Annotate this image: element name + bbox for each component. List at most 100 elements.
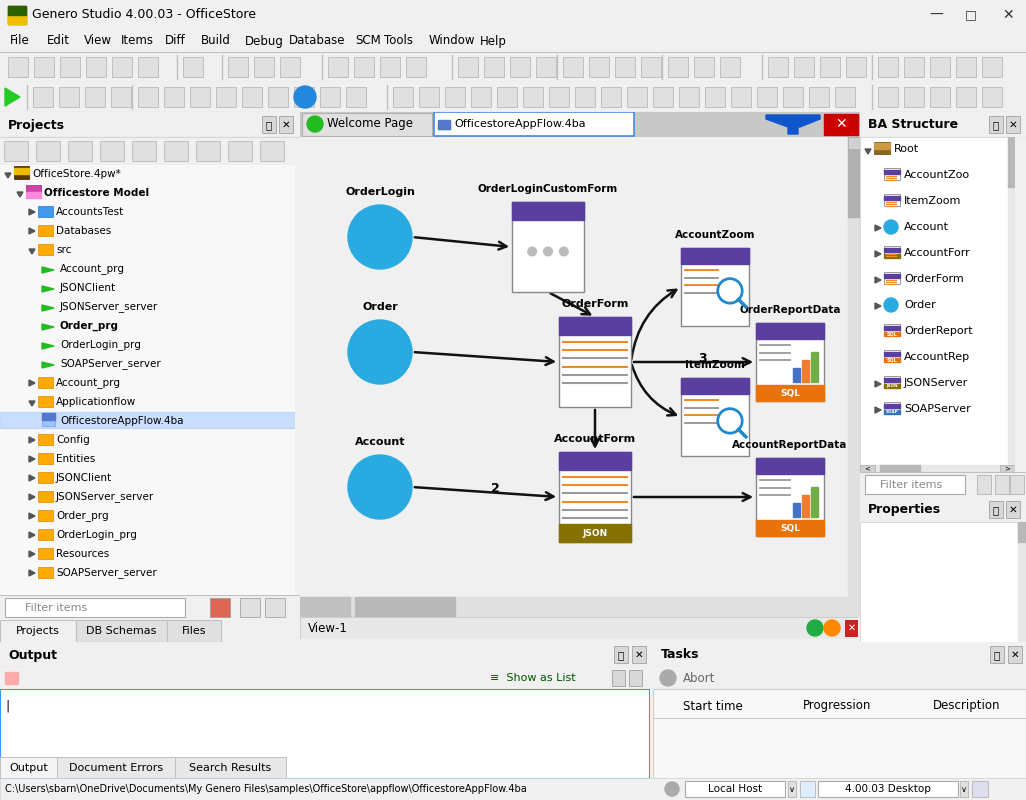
- Bar: [1007, 501, 1020, 518]
- Bar: [559, 524, 631, 542]
- Bar: [294, 87, 314, 107]
- Bar: [904, 87, 924, 107]
- Bar: [972, 781, 988, 797]
- Bar: [884, 326, 900, 330]
- Text: ✕: ✕: [635, 650, 643, 660]
- Bar: [884, 246, 900, 258]
- Bar: [575, 87, 595, 107]
- Text: ⧉: ⧉: [993, 505, 999, 515]
- Bar: [930, 87, 950, 107]
- Bar: [68, 141, 92, 161]
- Polygon shape: [5, 173, 11, 178]
- Text: ItemZoom: ItemZoom: [685, 360, 745, 370]
- Bar: [14, 166, 29, 179]
- Text: src: src: [56, 245, 72, 255]
- Bar: [681, 248, 749, 264]
- Bar: [793, 368, 800, 382]
- Bar: [262, 116, 276, 133]
- Bar: [438, 125, 450, 129]
- Text: SOAPServer: SOAPServer: [904, 404, 971, 414]
- Text: Document Errors: Document Errors: [69, 763, 163, 773]
- Text: Debug: Debug: [245, 34, 284, 47]
- Text: Order: Order: [904, 300, 936, 310]
- Bar: [210, 598, 230, 617]
- Text: OrderLoginCustomForm: OrderLoginCustomForm: [478, 184, 618, 194]
- Bar: [865, 475, 965, 494]
- Bar: [164, 87, 184, 107]
- Text: SOAPServer_server: SOAPServer_server: [56, 567, 157, 578]
- Bar: [38, 244, 53, 255]
- Text: Files: Files: [182, 626, 206, 636]
- Bar: [849, 137, 860, 617]
- Bar: [240, 598, 260, 617]
- Circle shape: [307, 116, 323, 132]
- Text: Order_prg: Order_prg: [60, 321, 119, 331]
- Polygon shape: [865, 149, 871, 154]
- Bar: [681, 378, 749, 394]
- Circle shape: [718, 409, 742, 433]
- Bar: [756, 458, 824, 536]
- Text: □: □: [965, 9, 977, 22]
- Bar: [884, 402, 900, 414]
- Bar: [884, 274, 900, 278]
- Bar: [8, 6, 26, 24]
- Text: Output: Output: [8, 649, 57, 662]
- Bar: [4, 141, 28, 161]
- Circle shape: [544, 247, 552, 256]
- Text: DB Schemas: DB Schemas: [86, 626, 157, 636]
- Bar: [884, 194, 900, 206]
- Bar: [559, 317, 631, 335]
- Text: JSON: JSON: [886, 384, 898, 388]
- Bar: [112, 57, 132, 77]
- Polygon shape: [875, 303, 881, 309]
- Bar: [601, 87, 621, 107]
- Bar: [471, 87, 491, 107]
- Bar: [884, 352, 900, 356]
- Bar: [679, 87, 699, 107]
- Bar: [38, 225, 53, 236]
- Bar: [977, 475, 991, 494]
- Bar: [756, 458, 824, 474]
- Text: ⧉: ⧉: [994, 650, 1000, 660]
- Text: Databases: Databases: [56, 226, 111, 236]
- Bar: [38, 434, 53, 445]
- Text: OrderReportData: OrderReportData: [740, 305, 840, 315]
- Text: Config: Config: [56, 435, 89, 445]
- Text: Applicationflow: Applicationflow: [56, 397, 136, 407]
- Text: 3: 3: [699, 352, 707, 365]
- Text: View: View: [83, 34, 112, 47]
- Bar: [800, 781, 815, 797]
- Bar: [393, 87, 413, 107]
- Text: Tools: Tools: [385, 34, 413, 47]
- Bar: [835, 87, 855, 107]
- Bar: [34, 57, 54, 77]
- Text: Output: Output: [9, 763, 48, 773]
- Bar: [884, 358, 900, 362]
- Bar: [884, 376, 900, 388]
- Text: AccountZoo: AccountZoo: [904, 170, 971, 180]
- Bar: [0, 620, 76, 642]
- Text: SQL: SQL: [886, 358, 898, 362]
- Bar: [627, 87, 647, 107]
- Bar: [990, 646, 1004, 663]
- Bar: [629, 670, 642, 686]
- Bar: [76, 620, 167, 642]
- Circle shape: [559, 247, 568, 256]
- Bar: [783, 87, 803, 107]
- Bar: [354, 57, 374, 77]
- Text: SOAPServer_server: SOAPServer_server: [60, 358, 161, 370]
- Text: SQL: SQL: [780, 389, 800, 398]
- Bar: [824, 114, 858, 135]
- Bar: [254, 57, 274, 77]
- Polygon shape: [29, 494, 35, 500]
- Bar: [536, 57, 556, 77]
- Bar: [14, 168, 29, 174]
- Text: Properties: Properties: [868, 503, 941, 517]
- Circle shape: [348, 455, 412, 519]
- Bar: [930, 57, 950, 77]
- Text: JSONServer_server: JSONServer_server: [56, 491, 154, 502]
- Bar: [681, 378, 749, 456]
- Bar: [1008, 137, 1015, 472]
- Bar: [111, 87, 131, 107]
- Bar: [38, 491, 53, 502]
